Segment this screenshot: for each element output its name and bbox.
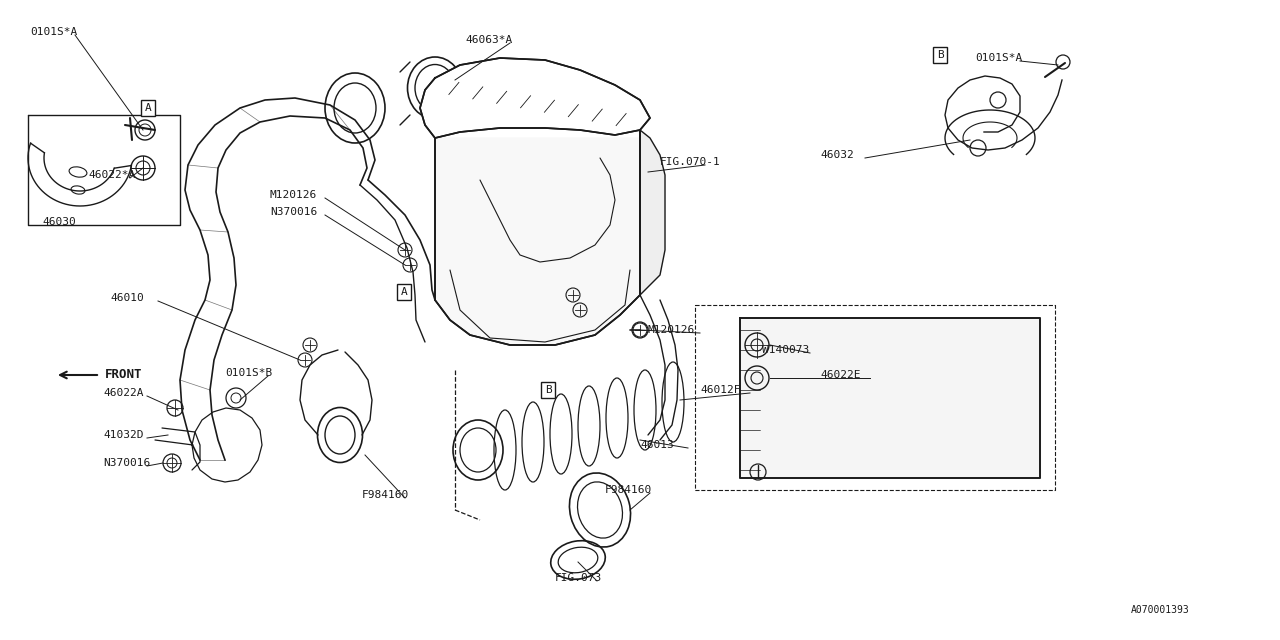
Text: B: B xyxy=(937,50,943,60)
Text: 46010: 46010 xyxy=(110,293,143,303)
Text: 41032D: 41032D xyxy=(102,430,143,440)
Polygon shape xyxy=(420,58,650,138)
Text: 46022A: 46022A xyxy=(102,388,143,398)
Text: F984160: F984160 xyxy=(362,490,410,500)
Text: FRONT: FRONT xyxy=(105,369,142,381)
Text: 46030: 46030 xyxy=(42,217,76,227)
Text: A: A xyxy=(401,287,407,297)
Text: A070001393: A070001393 xyxy=(1132,605,1190,615)
Text: A: A xyxy=(145,103,151,113)
Text: 46013: 46013 xyxy=(640,440,673,450)
Text: 0101S*A: 0101S*A xyxy=(29,27,77,37)
Text: 46022E: 46022E xyxy=(820,370,860,380)
Text: W140073: W140073 xyxy=(762,345,809,355)
Text: M120126: M120126 xyxy=(648,325,695,335)
Text: 46032: 46032 xyxy=(820,150,854,160)
Text: 46022*A: 46022*A xyxy=(88,170,136,180)
Polygon shape xyxy=(640,130,666,295)
Text: 46063*A: 46063*A xyxy=(465,35,512,45)
Polygon shape xyxy=(740,318,1039,478)
Text: 0101S*A: 0101S*A xyxy=(975,53,1023,63)
Text: FIG.070-1: FIG.070-1 xyxy=(660,157,721,167)
Text: FIG.073: FIG.073 xyxy=(556,573,603,583)
Text: 46012F: 46012F xyxy=(700,385,741,395)
Text: N370016: N370016 xyxy=(270,207,317,217)
Text: M120126: M120126 xyxy=(270,190,317,200)
Text: F984160: F984160 xyxy=(605,485,653,495)
Text: 0101S*B: 0101S*B xyxy=(225,368,273,378)
Text: B: B xyxy=(544,385,552,395)
Text: N370016: N370016 xyxy=(102,458,150,468)
Polygon shape xyxy=(435,130,640,345)
